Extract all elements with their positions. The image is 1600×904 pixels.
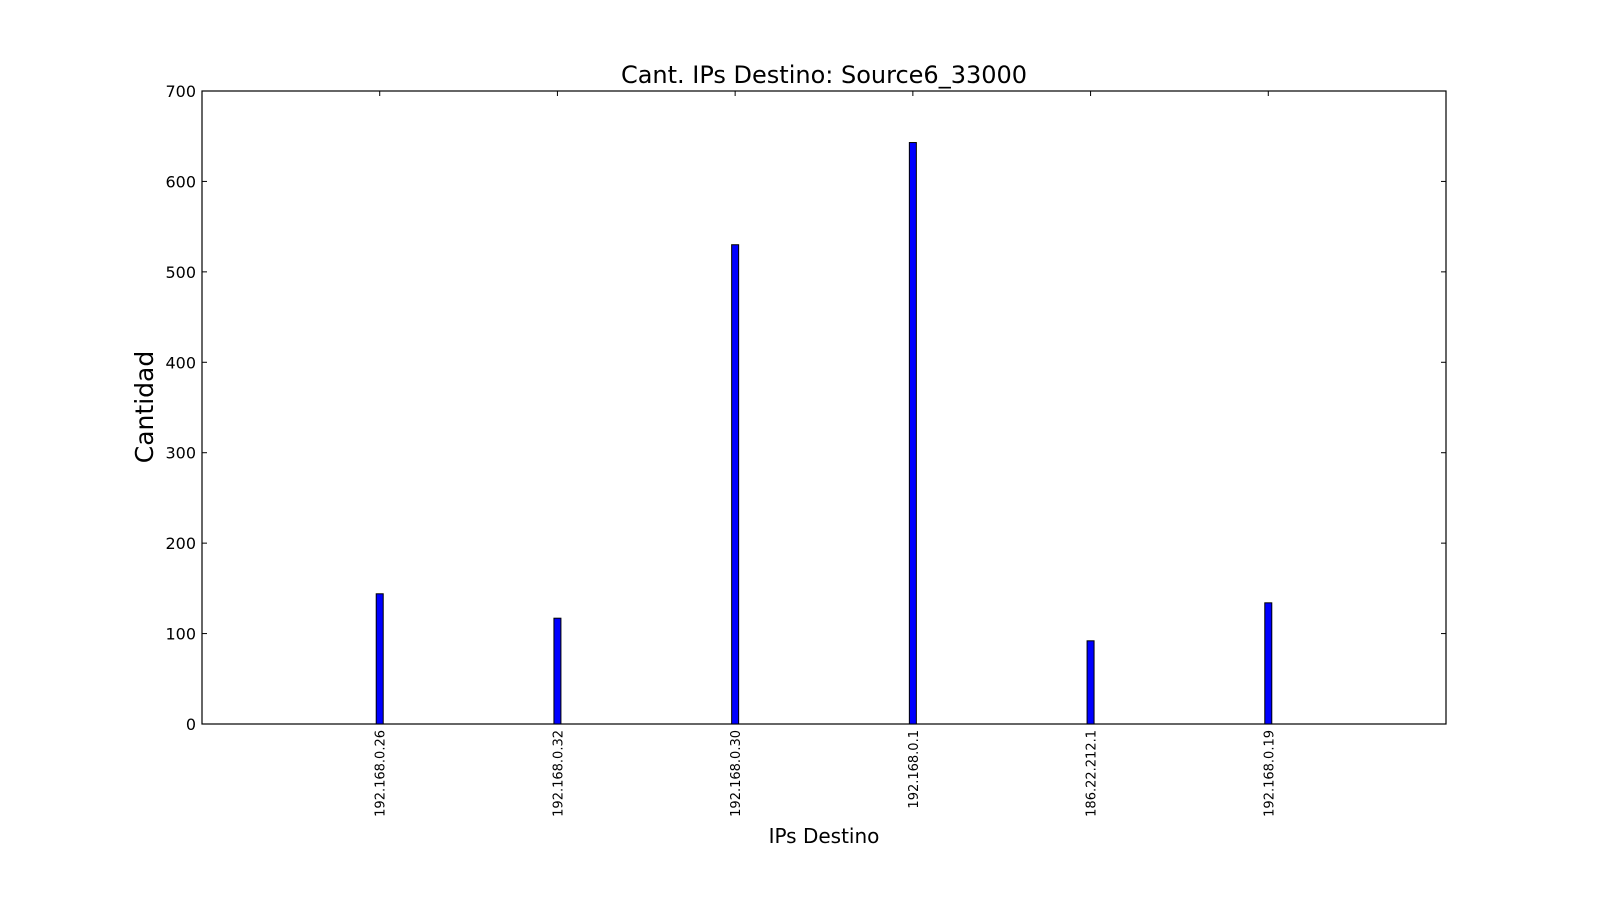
bar bbox=[553, 617, 562, 725]
x-tick-label: 192.168.0.1 bbox=[907, 730, 922, 809]
y-tick-label: 100 bbox=[165, 625, 196, 644]
y-axis: 0 100 200 300 400 500 600 700 bbox=[165, 82, 1446, 734]
bar bbox=[375, 593, 384, 725]
plot-area-frame bbox=[201, 90, 1447, 725]
chart-title: Cant. IPs Destino: Source6_33000 bbox=[621, 61, 1027, 89]
x-tick-label: 192.168.0.26 bbox=[374, 730, 389, 817]
y-tick-label: 400 bbox=[165, 353, 196, 372]
bar bbox=[908, 142, 917, 725]
y-tick-label: 500 bbox=[165, 263, 196, 282]
y-tick-label: 200 bbox=[165, 534, 196, 553]
x-tick-label: 192.168.0.32 bbox=[551, 730, 566, 817]
bar bbox=[731, 244, 740, 725]
y-tick-label: 600 bbox=[165, 172, 196, 191]
x-axis-label: IPs Destino bbox=[769, 824, 880, 848]
x-axis: 192.168.0.26 192.168.0.32 192.168.0.30 192.… bbox=[374, 91, 1277, 817]
bars-group bbox=[375, 142, 1273, 725]
x-tick-label: 186.22.212.1 bbox=[1085, 730, 1100, 817]
bar bbox=[1086, 640, 1095, 725]
y-tick-label: 300 bbox=[165, 444, 196, 463]
bar bbox=[1264, 602, 1273, 725]
y-tick-label: 0 bbox=[186, 715, 196, 734]
x-tick-label: 192.168.0.19 bbox=[1262, 730, 1277, 817]
x-tick-label: 192.168.0.30 bbox=[729, 730, 744, 817]
y-tick-label: 700 bbox=[165, 82, 196, 101]
y-axis-label: Cantidad bbox=[130, 351, 159, 463]
